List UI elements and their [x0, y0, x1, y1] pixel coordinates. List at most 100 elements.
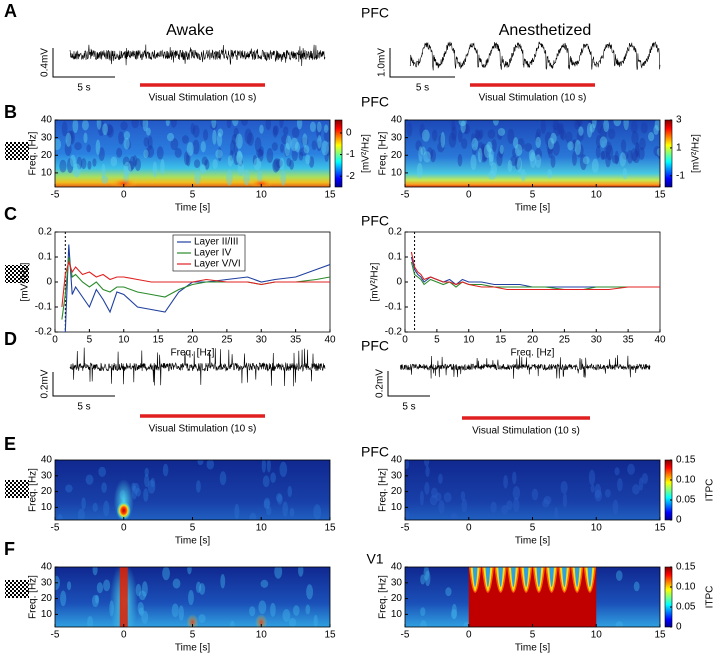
- texture: [635, 141, 640, 157]
- texture: [622, 151, 629, 160]
- spectrogram-texture: [405, 460, 649, 520]
- texture: [109, 177, 138, 187]
- texture: [605, 152, 611, 168]
- texture: [420, 574, 426, 585]
- texture: [233, 152, 240, 166]
- x-axis-label: Time [s]: [515, 536, 550, 547]
- texture: [257, 149, 264, 162]
- legend-label: Layer IV: [194, 248, 232, 259]
- colorbar-tick-label: 0.15: [676, 562, 696, 573]
- texture: [535, 154, 542, 168]
- texture: [299, 147, 308, 157]
- texture: [653, 125, 659, 136]
- texture: [259, 146, 264, 156]
- checkerboard-icon: [5, 142, 29, 160]
- texture: [237, 162, 245, 176]
- texture: [316, 140, 322, 152]
- texture: [186, 152, 191, 167]
- texture: [271, 142, 278, 151]
- texture: [195, 581, 202, 593]
- texture: [74, 142, 82, 151]
- panel-label: A: [4, 1, 17, 21]
- scale-label: 1.0mV: [377, 48, 388, 77]
- texture: [424, 570, 431, 587]
- y-tick-label: 30: [41, 577, 53, 588]
- x-tick-label: 20: [187, 335, 199, 346]
- texture: [96, 120, 102, 130]
- texture: [438, 500, 445, 514]
- texture: [116, 147, 123, 158]
- x-tick-label: 5: [190, 630, 196, 641]
- series-line: [410, 261, 660, 291]
- texture: [472, 567, 478, 587]
- texture: [243, 169, 250, 186]
- texture: [131, 482, 136, 491]
- texture: [520, 169, 526, 182]
- texture: [594, 483, 602, 499]
- spectrogram: [55, 120, 330, 187]
- texture: [198, 583, 206, 595]
- texture: [165, 120, 170, 127]
- texture: [512, 148, 517, 157]
- texture: [472, 146, 477, 156]
- texture: [106, 125, 114, 138]
- y-tick-label: 10: [41, 168, 53, 179]
- y-tick-label: 0: [46, 277, 52, 288]
- texture: [485, 567, 491, 587]
- texture: [249, 606, 256, 617]
- texture: [535, 132, 540, 143]
- texture: [123, 131, 131, 140]
- texture: [479, 148, 488, 163]
- texture: [81, 120, 89, 131]
- texture: [596, 120, 603, 134]
- texture: [553, 122, 561, 137]
- colorbar-tick-label: 0.05: [676, 495, 696, 506]
- stimulus-label: Visual Stimulation (10 s): [479, 93, 587, 104]
- spectrogram-texture: [55, 567, 318, 627]
- texture: [57, 514, 63, 520]
- x-axis-label: Time [s]: [175, 203, 210, 214]
- x-tick-label: 5: [530, 630, 536, 641]
- texture: [76, 156, 83, 170]
- texture: [443, 492, 452, 503]
- texture: [560, 481, 568, 494]
- y-tick-label: 10: [391, 502, 403, 513]
- stimulus-label: Visual Stimulation (10 s): [472, 426, 580, 437]
- texture: [291, 127, 300, 139]
- x-tick-label: 0: [466, 630, 472, 641]
- texture: [227, 155, 233, 167]
- texture: [496, 151, 503, 167]
- x-tick-label: 15: [654, 523, 666, 534]
- texture: [497, 129, 503, 140]
- x-tick-label: 5: [190, 190, 196, 201]
- texture: [490, 501, 497, 513]
- texture: [238, 156, 244, 167]
- texture: [127, 160, 134, 172]
- texture: [166, 132, 175, 142]
- texture: [423, 567, 430, 581]
- region-label: PFC: [361, 338, 389, 354]
- y-axis-label: Freq. [Hz]: [28, 468, 39, 512]
- texture: [138, 607, 144, 616]
- lfp-trace: [69, 347, 326, 387]
- texture: [138, 590, 147, 601]
- texture: [66, 130, 74, 144]
- colorbar-tick-label: 0: [676, 515, 682, 526]
- texture: [236, 150, 243, 164]
- texture: [77, 508, 85, 520]
- texture: [324, 150, 329, 162]
- texture: [632, 484, 640, 495]
- texture: [560, 129, 567, 141]
- x-tick-label: 10: [463, 335, 475, 346]
- texture: [260, 579, 269, 588]
- y-axis-label: [mV²/Hz]: [370, 262, 381, 301]
- texture: [96, 582, 104, 594]
- texture: [315, 123, 322, 139]
- colorbar-tick-label: 0.10: [676, 582, 696, 593]
- texture: [249, 178, 274, 187]
- texture: [424, 482, 430, 495]
- x-tick-label: 40: [654, 335, 666, 346]
- texture: [254, 137, 262, 153]
- texture: [303, 145, 310, 154]
- texture: [474, 129, 480, 141]
